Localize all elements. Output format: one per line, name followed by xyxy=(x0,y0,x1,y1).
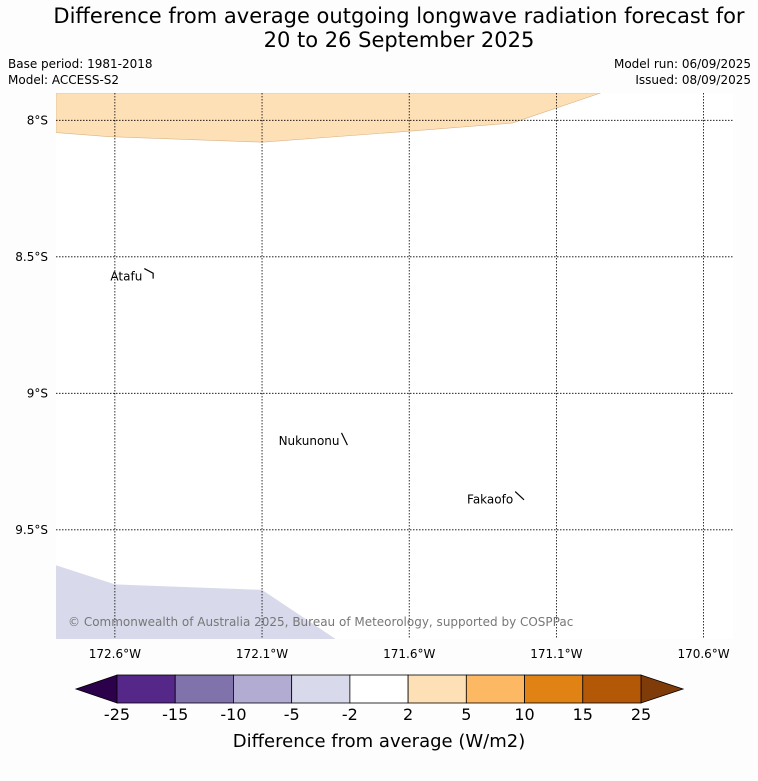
longitude-label: 172.6°W xyxy=(89,647,141,661)
copyright-notice: © Commonwealth of Australia 2025, Bureau… xyxy=(68,615,573,629)
colorbar-tick-label: 5 xyxy=(461,705,471,724)
island-coastline xyxy=(340,432,348,446)
model-run-date: Model run: 06/09/2025 xyxy=(613,57,751,71)
chart-title: Difference from average outgoing longwav… xyxy=(0,4,758,52)
colorbar-segment xyxy=(233,674,293,704)
colorbar-tick-label: -25 xyxy=(104,705,130,724)
colorbar-segment xyxy=(407,674,467,704)
colorbar-segment xyxy=(524,674,584,704)
title-line-1: Difference from average outgoing longwav… xyxy=(53,4,745,28)
colorbar-tick-label: -15 xyxy=(162,705,188,724)
longitude-label: 171.6°W xyxy=(383,647,435,661)
colorbar-segment xyxy=(291,674,351,704)
colorbar-tick-label: 2 xyxy=(403,705,413,724)
colorbar-segment xyxy=(116,674,176,704)
colorbar-tick-label: -2 xyxy=(342,705,358,724)
island-label: Atafu xyxy=(110,270,142,284)
colorbar-tick-label: -5 xyxy=(284,705,300,724)
colorbar-segment xyxy=(465,674,525,704)
colorbar-segment xyxy=(174,674,234,704)
longitude-label: 170.6°W xyxy=(677,647,729,661)
base-period: Base period: 1981-2018 xyxy=(8,57,153,71)
island-label: Nukunonu xyxy=(279,434,340,448)
island-coastline xyxy=(144,268,154,279)
colorbar-tick-label: 15 xyxy=(573,705,593,724)
colorbar-extend-low xyxy=(74,674,118,704)
colorbar-extend-high xyxy=(640,674,685,704)
colorbar-segment xyxy=(349,674,409,704)
latitude-label: 8°S xyxy=(27,113,48,127)
island-coastline xyxy=(514,491,525,501)
issued-date: Issued: 08/09/2025 xyxy=(635,73,751,87)
latitude-label: 9.5°S xyxy=(15,523,48,537)
colorbar-tick-label: 25 xyxy=(631,705,651,724)
metadata-left: Base period: 1981-2018 Model: ACCESS-S2 xyxy=(8,56,153,88)
latitude-label: 9°S xyxy=(27,386,48,400)
colorbar-title: Difference from average (W/m2) xyxy=(233,731,525,752)
longitude-label: 171.1°W xyxy=(530,647,582,661)
island-label: Fakaofo xyxy=(467,493,513,507)
latitude-label: 8.5°S xyxy=(15,250,48,264)
metadata-right: Model run: 06/09/2025 Issued: 08/09/2025 xyxy=(614,56,751,88)
anomaly-region xyxy=(56,565,336,639)
title-line-2: 20 to 26 September 2025 xyxy=(263,28,535,52)
colorbar-tick-label: 10 xyxy=(514,705,534,724)
map-background xyxy=(56,93,733,639)
colorbar-segment xyxy=(582,674,642,704)
anomaly-region xyxy=(56,93,601,143)
colorbar-tick-label: -10 xyxy=(220,705,246,724)
model-name: Model: ACCESS-S2 xyxy=(8,73,120,87)
longitude-label: 172.1°W xyxy=(236,647,288,661)
